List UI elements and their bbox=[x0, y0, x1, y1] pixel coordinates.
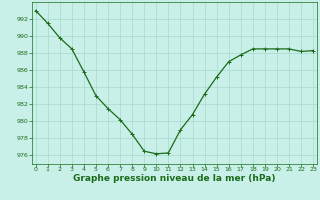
X-axis label: Graphe pression niveau de la mer (hPa): Graphe pression niveau de la mer (hPa) bbox=[73, 174, 276, 183]
